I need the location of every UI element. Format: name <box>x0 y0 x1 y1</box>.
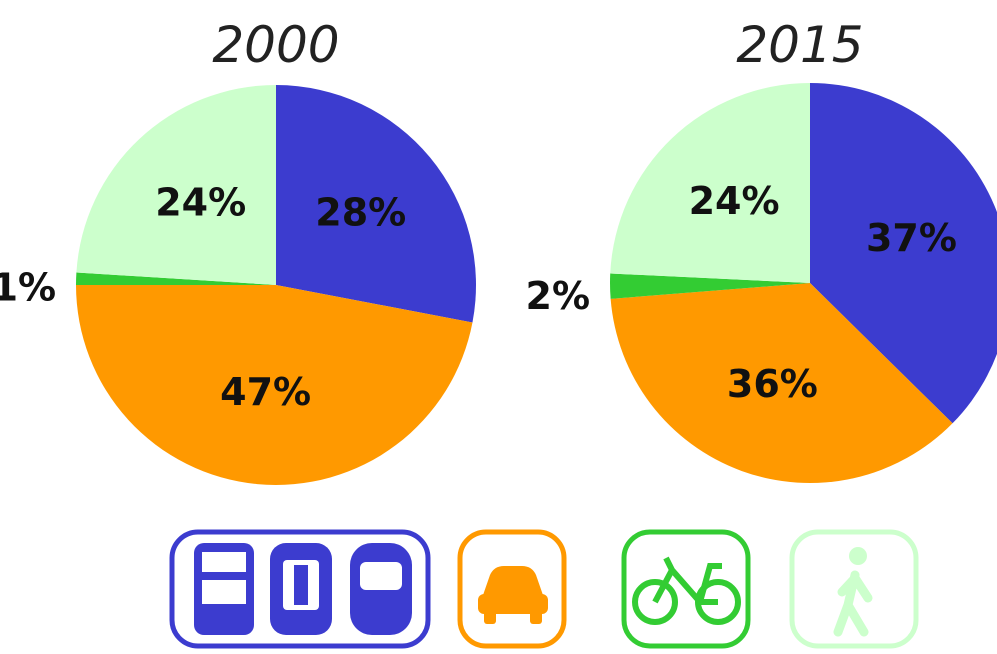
legend-icons <box>169 529 919 649</box>
walk-box <box>789 529 919 649</box>
slice-label: 47% <box>220 370 311 414</box>
pie-slice <box>76 285 473 486</box>
pies: 28% 47% 1% 24% 37% 36% 2% 24% <box>0 83 997 486</box>
car-box <box>457 529 567 649</box>
pie-slice <box>610 83 810 283</box>
car-icon <box>478 566 548 624</box>
slice-label: 2% <box>526 274 591 318</box>
pie-slice <box>610 283 953 483</box>
pie-slice <box>810 83 997 424</box>
pie-slice <box>76 272 276 285</box>
pie-slice <box>76 85 276 285</box>
slice-label: 28% <box>315 190 406 234</box>
slice-label: 1% <box>0 266 56 310</box>
chart-title: 2000 <box>212 16 339 74</box>
bike-box <box>621 529 751 649</box>
bike-icon <box>632 556 741 625</box>
slice-label: 36% <box>727 362 818 406</box>
slice-label: 24% <box>155 180 246 224</box>
walk-icon <box>833 547 873 637</box>
transit-box <box>169 529 431 649</box>
slice-label: 24% <box>689 179 780 223</box>
chart-title: 2015 <box>736 16 863 74</box>
transit-icons <box>194 543 412 635</box>
pie-slice <box>609 273 810 299</box>
slice-label: 37% <box>866 216 957 260</box>
pie-slice <box>276 85 476 323</box>
